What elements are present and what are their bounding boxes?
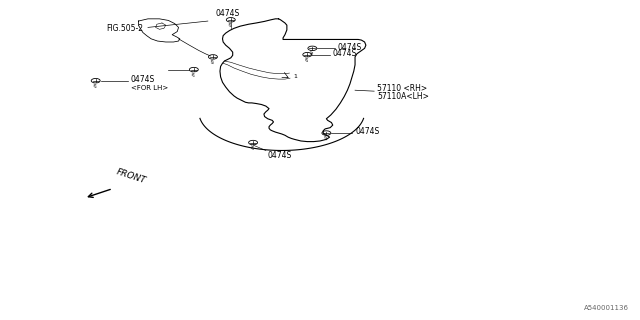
Text: 57110A<LH>: 57110A<LH>	[378, 92, 429, 101]
Text: 1: 1	[293, 74, 297, 78]
Text: FRONT: FRONT	[115, 167, 147, 185]
Text: A540001136: A540001136	[584, 305, 629, 311]
Text: 0474S: 0474S	[267, 151, 291, 160]
Text: <FOR LH>: <FOR LH>	[131, 85, 168, 91]
Text: 0474S: 0474S	[333, 49, 357, 58]
Text: FIG.505-2: FIG.505-2	[106, 25, 143, 34]
Text: 0474S: 0474S	[338, 43, 362, 52]
Text: 57110 <RH>: 57110 <RH>	[378, 84, 428, 93]
Text: 0474S: 0474S	[355, 127, 380, 136]
Text: 0474S: 0474S	[131, 75, 155, 84]
Text: 0474S: 0474S	[216, 9, 240, 18]
